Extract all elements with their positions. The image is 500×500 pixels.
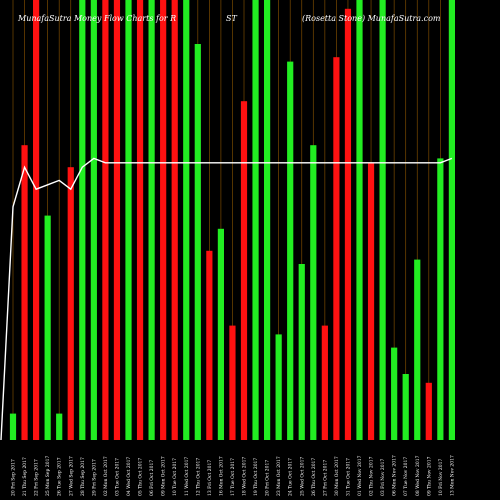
bar [79, 0, 86, 440]
x-tick-label: 13 Mon Nov 2017 [449, 455, 455, 496]
x-tick-label: 27 Wed Sep 2017 [68, 456, 74, 496]
x-tick-label: 21 Thu Sep 2017 [22, 457, 28, 496]
x-tick-label: 18 Wed Oct 2017 [242, 457, 248, 496]
bar [252, 0, 259, 440]
x-tick-label: 08 Wed Nov 2017 [415, 455, 421, 496]
bar [229, 325, 236, 440]
bar [102, 0, 109, 440]
bar [113, 0, 121, 440]
bar [21, 145, 28, 440]
x-tick-label: 28 Thu Sep 2017 [80, 457, 86, 496]
x-tick-label: 19 Thu Oct 2017 [253, 458, 259, 496]
flow-line [0, 157, 453, 441]
x-tick-label: 12 Thu Oct 2017 [195, 458, 201, 496]
x-tick-label: 31 Tue Oct 2017 [345, 458, 351, 496]
chart-title-left: MunafaSutra Money Flow Charts for R [18, 14, 177, 23]
x-tick-label: 09 Mon Oct 2017 [161, 456, 167, 496]
bar [402, 374, 409, 440]
bar [9, 413, 17, 440]
x-tick-label: 25 Mon Sep 2017 [45, 456, 51, 496]
bar [391, 347, 398, 440]
bar [183, 0, 190, 440]
x-tick-label: 26 Thu Oct 2017 [311, 458, 317, 496]
bar [217, 228, 224, 440]
x-tick-label: 10 Tue Oct 2017 [172, 458, 178, 496]
x-tick-label: 11 Wed Oct 2017 [184, 457, 190, 496]
x-tick-label: 06 Fri Oct 2017 [149, 460, 155, 496]
bar [275, 334, 282, 440]
x-tick-label: 03 Tue Oct 2017 [114, 458, 120, 496]
chart-title-symbol: ST [226, 14, 237, 23]
bar [344, 8, 352, 441]
x-tick-label: 02 Thu Nov 2017 [369, 456, 375, 496]
x-tick-label: 26 Tue Sep 2017 [57, 457, 63, 496]
bar [448, 0, 455, 440]
x-tick-label: 29 Fri Sep 2017 [91, 459, 97, 496]
x-tick-label: 07 Tue Nov 2017 [403, 457, 409, 496]
x-tick-label: 23 Mon Oct 2017 [276, 456, 282, 496]
bar [240, 101, 248, 440]
x-tick-label: 30 Mon Oct 2017 [334, 456, 340, 496]
bar [160, 0, 167, 440]
bar [125, 0, 132, 440]
x-tick-label: 01 Wed Nov 2017 [357, 455, 363, 496]
bar [298, 264, 305, 440]
x-tick-label: 24 Tue Oct 2017 [288, 458, 294, 496]
chart-title-site: (Rosetta Stone) MunafaSutra.com [302, 14, 441, 23]
bar [437, 158, 444, 440]
bar [44, 215, 51, 440]
bar [33, 0, 40, 440]
x-tick-label: 09 Thu Nov 2017 [426, 456, 432, 496]
bar [287, 61, 294, 440]
bar [356, 0, 363, 440]
bar [90, 0, 97, 440]
x-tick-label: 13 Fri Oct 2017 [207, 460, 213, 496]
bar [136, 0, 144, 440]
x-tick-label: 04 Wed Oct 2017 [126, 457, 132, 496]
x-tick-label: 20 Fri Oct 2017 [265, 460, 271, 496]
bar [333, 57, 340, 440]
bar [310, 145, 317, 440]
bar [67, 167, 74, 440]
x-tick-label: 05 Thu Oct 2017 [138, 458, 144, 496]
bar [414, 259, 421, 440]
x-tick-label: 25 Wed Oct 2017 [299, 457, 305, 496]
x-tick-label: 03 Fri Nov 2017 [380, 458, 386, 496]
x-tick-label: 27 Fri Oct 2017 [322, 460, 328, 496]
x-tick-label: 06 Mon Nov 2017 [392, 455, 398, 496]
bar [56, 413, 63, 440]
x-tick-label: 10 Fri Nov 2017 [438, 458, 444, 496]
x-tick-label: 22 Fri Sep 2017 [34, 459, 40, 496]
bar [367, 162, 375, 441]
x-tick-label: 17 Tue Oct 2017 [230, 458, 236, 496]
bar [321, 325, 328, 440]
bar [264, 0, 271, 440]
x-tick-label: 16 Mon Oct 2017 [218, 456, 224, 496]
x-tick-label: 02 Mon Oct 2017 [103, 456, 109, 496]
x-tick-label: 20 Fri Sep 2017 [11, 459, 17, 496]
bar [425, 382, 432, 440]
bar [148, 0, 155, 440]
bar [171, 0, 178, 440]
bar [379, 0, 386, 440]
bar [194, 44, 201, 440]
bar [206, 250, 213, 440]
